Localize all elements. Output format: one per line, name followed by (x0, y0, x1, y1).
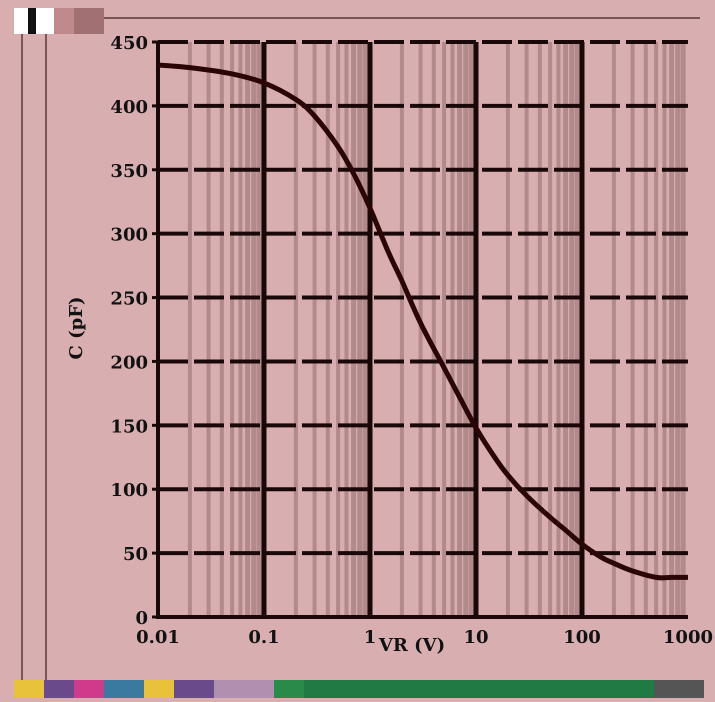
x-axis-label: VR (V) (378, 635, 445, 656)
y-axis-label: C (pF) (66, 297, 87, 360)
x-tick-label: 100 (563, 627, 601, 648)
y-tick-label: 100 (110, 480, 148, 501)
y-tick-label: 0 (135, 608, 148, 629)
x-tick-label: 1000 (663, 627, 713, 648)
y-tick-label: 250 (110, 289, 148, 310)
major-gridlines (261, 42, 585, 617)
x-tick-label: 0.01 (136, 627, 180, 648)
x-tick-label: 10 (463, 627, 488, 648)
y-tick-label: 50 (123, 544, 148, 565)
x-tick-labels: 0.01 0.1 1 10 100 1000 (136, 627, 713, 648)
x-tick-label: 1 (364, 627, 377, 648)
y-tick-label: 450 (110, 33, 148, 54)
x-tick-label: 0.1 (248, 627, 279, 648)
y-tick-label: 300 (110, 225, 148, 246)
y-tick-label: 350 (110, 161, 148, 182)
axes (152, 40, 688, 619)
y-tick-label: 400 (110, 97, 148, 118)
capacitance-curve (157, 62, 688, 581)
y-tick-label: 150 (110, 416, 148, 437)
y-tick-labels: 0 50 100 150 200 250 300 350 400 450 (110, 33, 148, 629)
bottom-strip-artifact (14, 680, 704, 698)
y-tick-label: 200 (110, 352, 148, 373)
corner-artifact (14, 8, 104, 34)
horizontal-gridlines (158, 40, 688, 556)
